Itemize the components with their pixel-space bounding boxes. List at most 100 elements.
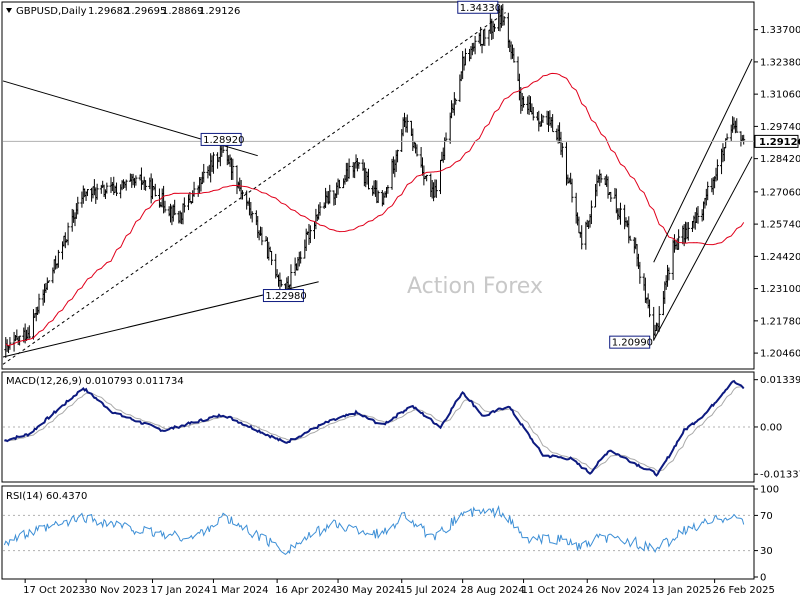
ohlc-high: 1.29695	[125, 6, 166, 17]
moving-average-line	[5, 72, 745, 347]
price-bar	[599, 173, 603, 183]
price-bar	[250, 211, 254, 223]
macd-panel	[3, 379, 754, 477]
time-axis-label: 11 Oct 2024	[522, 585, 584, 596]
price-annotation-label: 1.28920	[203, 135, 244, 146]
price-bar	[580, 225, 584, 250]
price-bar	[124, 179, 128, 191]
price-bar	[502, 16, 506, 26]
price-bar	[725, 133, 729, 141]
price-axis-label: 1.28420	[760, 154, 800, 165]
price-axis-label: 1.21780	[760, 316, 800, 327]
price-bar	[657, 306, 661, 332]
price-axis-label: 1.25740	[760, 220, 800, 231]
price-bar	[337, 179, 341, 189]
price-bar	[405, 114, 409, 133]
current-price-tag	[754, 134, 799, 148]
price-bar	[357, 161, 361, 169]
time-axis-label: 16 Apr 2024	[275, 585, 337, 596]
macd-line	[4, 379, 745, 477]
price-panel-frame	[1, 1, 755, 370]
price-bar	[308, 225, 312, 244]
price-bar	[425, 174, 429, 182]
current-price-label: 1.29126	[759, 137, 800, 148]
time-axis-label: 30 May 2024	[336, 585, 401, 596]
price-axis-label: 1.24420	[760, 252, 800, 263]
price-bar	[76, 196, 80, 215]
price-axis-label: 1.31060	[760, 90, 800, 101]
price-bar	[560, 142, 564, 158]
price-bar	[144, 180, 148, 191]
price-bar	[715, 159, 719, 181]
price-bar	[289, 264, 293, 290]
price-bar	[609, 191, 613, 202]
time-axis-label: 26 Nov 2024	[585, 585, 649, 596]
price-bar	[686, 222, 690, 241]
price-bar	[105, 182, 109, 194]
price-axis-label: 1.23100	[760, 284, 800, 295]
price-bar	[667, 267, 671, 281]
price-bar	[318, 202, 322, 216]
time-axis-label: 13 Jan 2025	[652, 585, 712, 596]
rsi-axis-label: 100	[760, 485, 779, 496]
macd-title: MACD(12,26,9) 0.010793 0.011734	[6, 376, 184, 387]
price-bar	[677, 229, 681, 250]
price-bar	[570, 178, 574, 203]
rsi-axis-label: 0	[760, 573, 766, 584]
macd-axis-label: -0.013378	[760, 470, 800, 481]
price-panel: 1.34330 1.28920 1.22980 1.20990	[2, 0, 754, 365]
price-axis-label: 1.33700	[760, 25, 800, 36]
ohlc-close: 1.29126	[199, 6, 240, 17]
price-bar	[696, 206, 700, 224]
price-bar	[231, 158, 235, 180]
rsi-panel	[3, 505, 754, 556]
price-bar	[211, 152, 215, 174]
price-axis-label: 1.27060	[760, 187, 800, 198]
price-bar	[182, 197, 186, 213]
price-bar	[260, 227, 264, 246]
price-bar	[18, 335, 22, 346]
price-bar	[454, 98, 458, 105]
price-bar	[85, 189, 89, 197]
price-bar	[735, 118, 739, 133]
price-bar	[742, 134, 746, 145]
price-bar	[8, 337, 12, 350]
price-bar	[173, 199, 177, 216]
price-bar	[492, 23, 496, 32]
price-bar	[47, 280, 51, 283]
price-bar	[163, 200, 167, 213]
symbol-header: GBPUSD,Daily 1.29682 1.29695 1.28869 1.2…	[6, 6, 240, 17]
rsi-axis-label: 70	[760, 511, 773, 522]
price-axis-label: 1.29740	[760, 122, 800, 133]
price-bar	[95, 183, 99, 200]
price-bar	[396, 149, 400, 163]
macd-axis-label: 0.00	[760, 422, 782, 433]
price-bar	[415, 144, 419, 157]
time-axis-label: 17 Oct 2023	[23, 585, 85, 596]
price-bar	[347, 158, 351, 179]
price-bar	[386, 185, 390, 194]
price-annotation-box	[262, 289, 304, 303]
trendline	[653, 156, 753, 341]
price-bar	[56, 249, 60, 268]
rsi-axis-label: 30	[760, 546, 773, 557]
ohlc-low: 1.28869	[162, 6, 203, 17]
price-axis-label: 1.20460	[760, 349, 800, 360]
price-bar	[473, 35, 477, 55]
price-annotation-box	[200, 132, 242, 146]
rsi-panel-frame	[1, 485, 755, 580]
price-bar	[512, 47, 516, 63]
triangle-down-icon	[6, 8, 12, 13]
price-bar	[618, 202, 622, 225]
price-bar	[37, 293, 41, 314]
price-bar	[589, 200, 593, 225]
price-bar	[192, 181, 196, 197]
price-bar	[66, 222, 70, 246]
price-bar	[648, 299, 652, 318]
time-axis-label: 15 Jul 2024	[400, 585, 457, 596]
price-bar	[551, 114, 555, 133]
price-bar	[202, 163, 206, 183]
price-bar	[299, 251, 303, 264]
